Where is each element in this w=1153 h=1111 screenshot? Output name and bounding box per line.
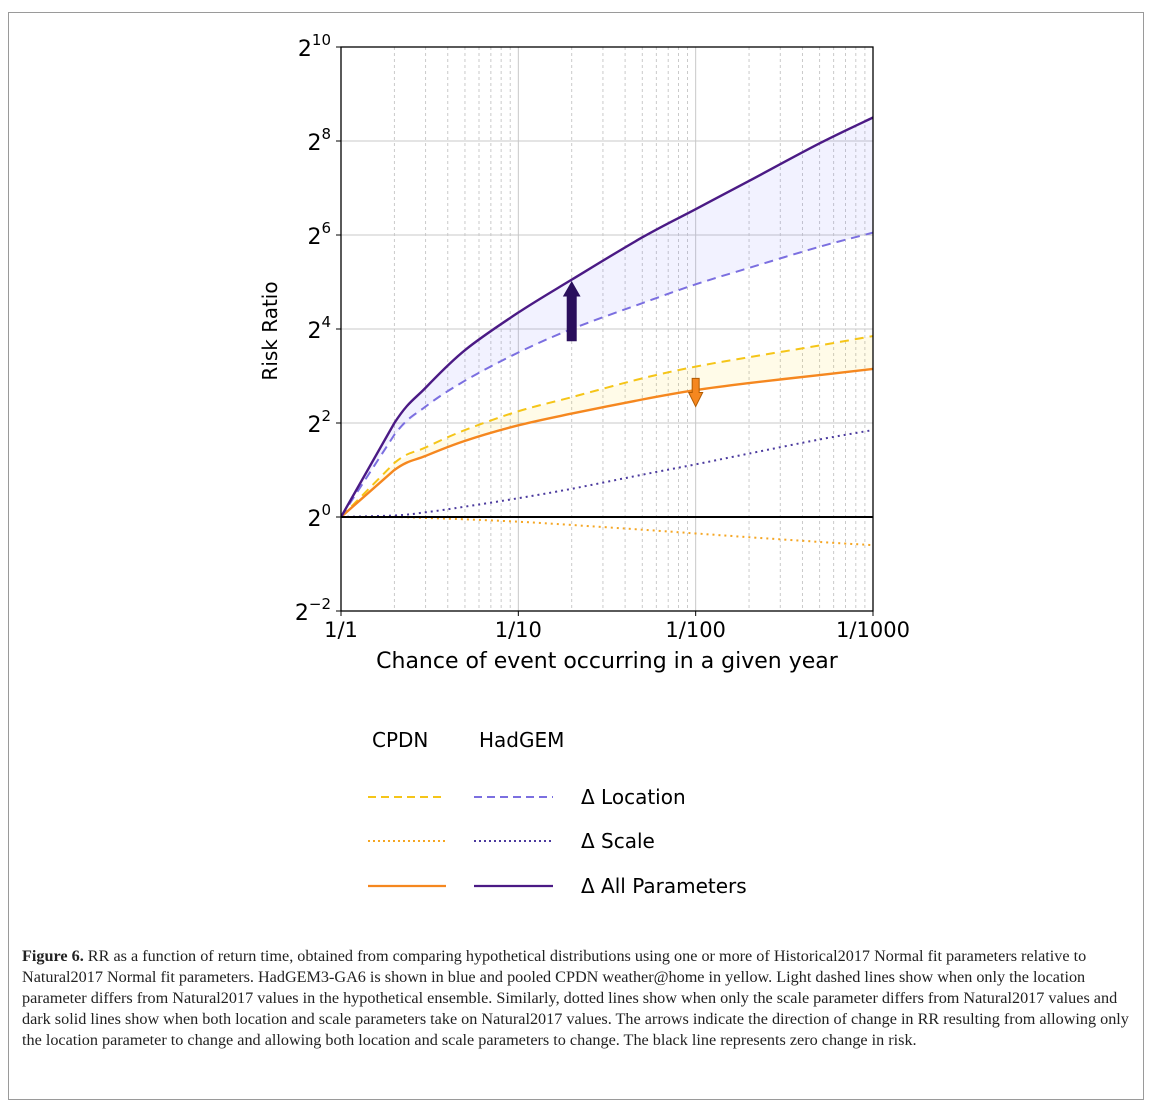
series-line-cpdn-scale: [341, 516, 873, 547]
risk-ratio-chart: 1/1 1/10 1/100 1/1000 210 28 26 24 22 20 2−2 Chanc…: [258, 31, 910, 898]
figure-caption: Figure 6. RR as a function of return tim…: [22, 946, 1130, 1051]
y-tick-label: 2−2: [295, 595, 331, 626]
change-arrows: [562, 280, 704, 408]
cpdn-band: [341, 336, 873, 517]
y-tick-label: 24: [307, 313, 331, 344]
figure-frame: [8, 12, 1144, 1100]
series-line-hadgem-location: [341, 231, 873, 518]
change-arrow: [562, 280, 581, 342]
tick-labels: 1/1 1/10 1/100 1/1000 210 28 26 24 22 20 2−2: [295, 31, 910, 642]
y-tick-label: 20: [307, 501, 331, 532]
hadgem-band: [341, 117, 873, 517]
series-line-hadgem-scale: [341, 429, 873, 518]
y-tick-label: 28: [307, 125, 331, 156]
x-tick-label: 1/10: [495, 618, 542, 642]
legend-header-cpdn: CPDN: [372, 728, 428, 752]
x-axis-label: Chance of event occurring in a given yea…: [376, 649, 839, 674]
series-line-cpdn-location: [341, 335, 873, 518]
legend-label-location: Δ Location: [581, 785, 686, 809]
legend: CPDN HadGEM Δ Location Δ Scale Δ All Par…: [368, 728, 747, 898]
legend-label-scale: Δ Scale: [581, 829, 655, 853]
series-line-hadgem-all: [341, 116, 873, 518]
series-lines: [341, 116, 873, 547]
x-tick-label: 1/1000: [836, 618, 910, 642]
caption-label: Figure 6.: [22, 947, 84, 965]
y-axis-label: Risk Ratio: [258, 281, 282, 380]
y-tick-label: 22: [307, 407, 331, 438]
x-tick-label: 1/100: [665, 618, 726, 642]
legend-header-hadgem: HadGEM: [479, 728, 564, 752]
y-tick-label: 210: [298, 31, 331, 62]
series-line-cpdn-all: [341, 367, 873, 518]
caption-text: RR as a function of return time, obtaine…: [22, 947, 1129, 1049]
shaded-bands: [341, 117, 873, 517]
y-tick-label: 26: [307, 219, 331, 250]
grid: [341, 47, 873, 611]
change-arrow: [687, 377, 704, 408]
x-tick-label: 1/1: [324, 618, 358, 642]
legend-label-all: Δ All Parameters: [581, 874, 747, 898]
